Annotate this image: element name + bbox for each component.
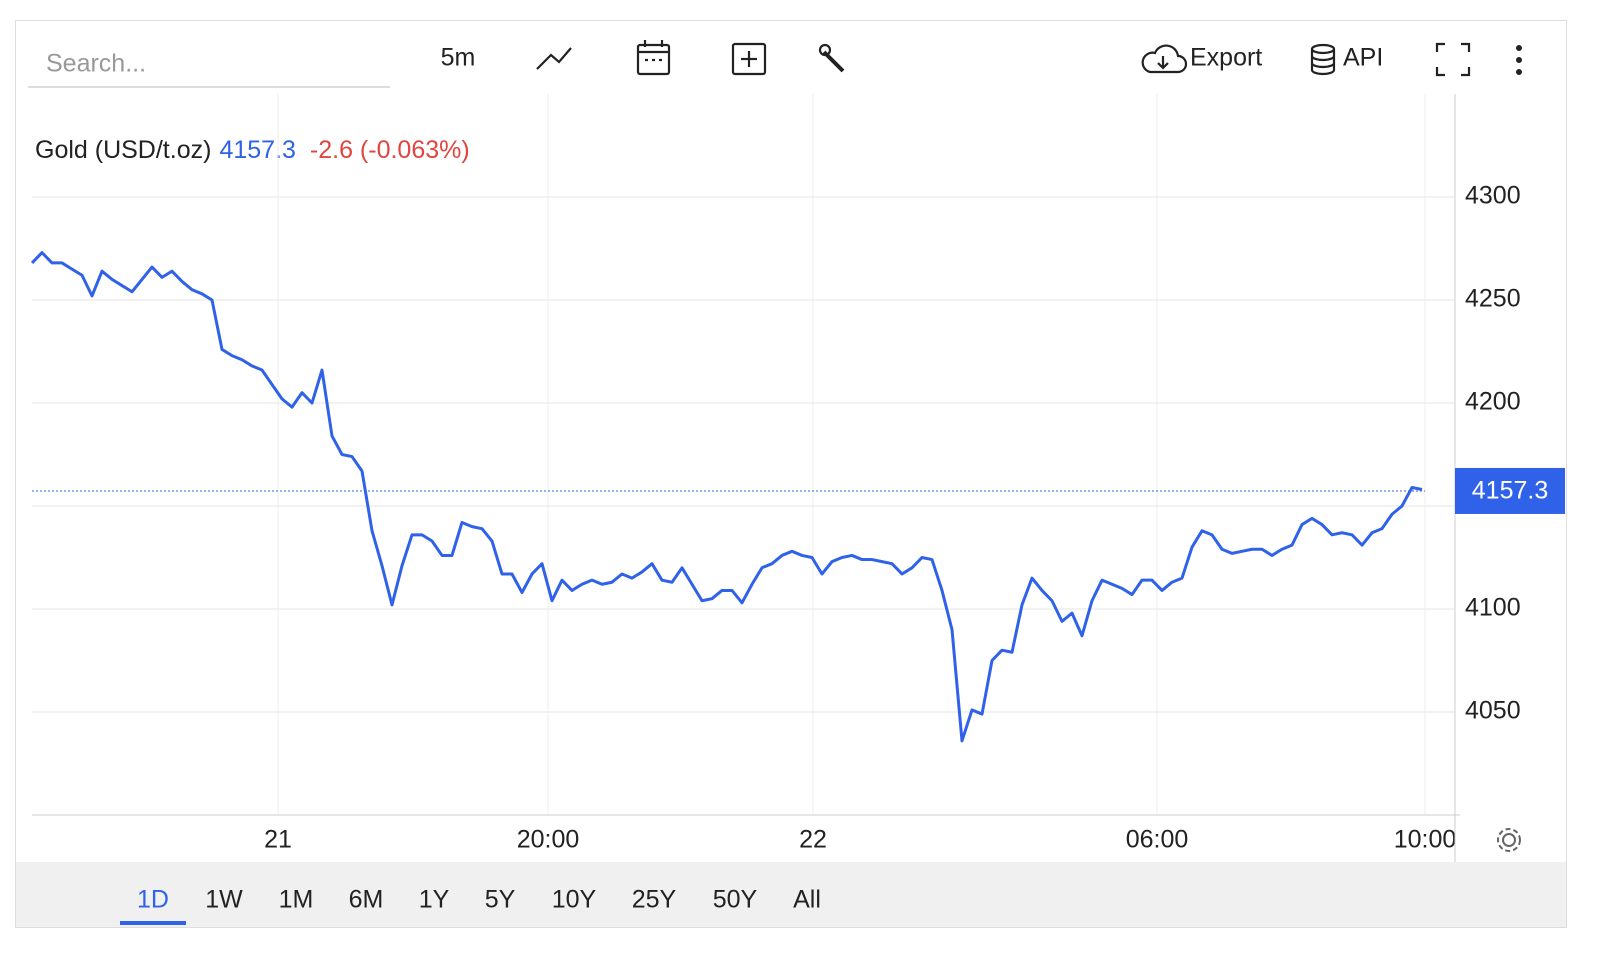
- range-button[interactable]: All: [793, 886, 821, 914]
- add-indicator-icon[interactable]: [731, 42, 767, 76]
- fullscreen-icon[interactable]: [1435, 42, 1471, 77]
- x-tick-label: 06:00: [1126, 826, 1189, 854]
- plot-area: 4050410041504200425043002120:002206:0010…: [30, 94, 1565, 862]
- chart-settings-icon[interactable]: [1497, 828, 1521, 852]
- last-price-badge: [1455, 467, 1565, 514]
- api-button[interactable]: API: [1343, 44, 1383, 72]
- y-tick-label: 4050: [1465, 697, 1521, 725]
- search-input[interactable]: Search...: [46, 50, 146, 78]
- instrument-name: Gold (USD/t.oz): [35, 136, 211, 164]
- range-button[interactable]: 1Y: [419, 886, 450, 914]
- chart-legend: Gold (USD/t.oz) 4157.3 -2.6 (-0.063%): [35, 136, 470, 164]
- range-button[interactable]: 25Y: [632, 886, 677, 914]
- more-menu[interactable]: [1516, 45, 1522, 75]
- api-icon[interactable]: [1310, 43, 1336, 76]
- range-button[interactable]: 1W: [205, 886, 243, 914]
- y-tick-label: 4100: [1465, 594, 1521, 622]
- active-range-underline: [120, 921, 186, 925]
- x-tick-label: 22: [799, 826, 827, 854]
- widget-frame: [15, 20, 1567, 928]
- last-price: 4157.3: [219, 136, 295, 164]
- range-button[interactable]: 10Y: [552, 886, 597, 914]
- export-icon[interactable]: [1141, 44, 1188, 74]
- range-bar: [16, 862, 1566, 927]
- range-button[interactable]: 6M: [349, 886, 384, 914]
- x-tick-label: 10:00: [1394, 826, 1457, 854]
- last-price-label: 4157.3: [1472, 477, 1548, 505]
- price-line: [30, 251, 1423, 743]
- y-tick-label: 4300: [1465, 182, 1521, 210]
- range-button[interactable]: 50Y: [713, 886, 758, 914]
- calendar-icon[interactable]: [636, 40, 671, 76]
- y-tick-label: 4200: [1465, 388, 1521, 416]
- range-button[interactable]: 5Y: [485, 886, 516, 914]
- price-change: -2.6 (-0.063%): [310, 136, 470, 164]
- range-button[interactable]: 1D: [137, 886, 169, 914]
- x-tick-label: 20:00: [517, 826, 580, 854]
- y-tick-label: 4250: [1465, 285, 1521, 313]
- settings-tool-icon[interactable]: [818, 43, 845, 73]
- chart-type-icon[interactable]: [536, 47, 572, 70]
- x-tick-label: 21: [264, 826, 292, 854]
- interval-button[interactable]: 5m: [441, 44, 476, 72]
- export-button[interactable]: Export: [1190, 44, 1262, 72]
- range-button[interactable]: 1M: [279, 886, 314, 914]
